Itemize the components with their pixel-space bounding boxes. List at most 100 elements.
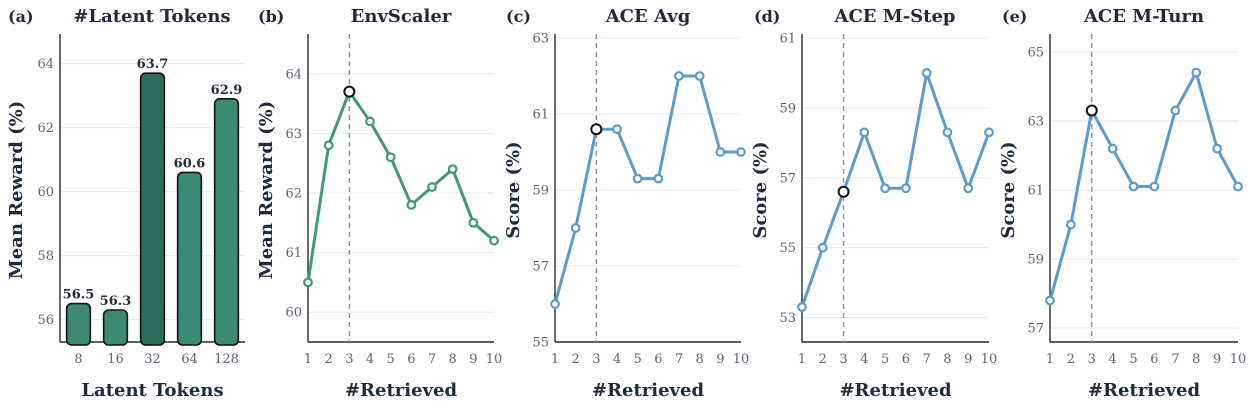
data-point xyxy=(385,152,396,163)
y-tick-label: 59 xyxy=(532,184,549,199)
x-tick-label: 6 xyxy=(1150,352,1158,367)
y-tick-label: 60 xyxy=(37,185,54,200)
y-tick-label: 63 xyxy=(1027,114,1044,129)
data-point xyxy=(797,302,807,312)
x-tick-label: 10 xyxy=(981,352,998,367)
y-tick-label: 53 xyxy=(779,311,796,326)
x-axis-label: #Retrieved xyxy=(592,380,704,401)
x-tick-label: 2 xyxy=(572,352,580,367)
data-point xyxy=(406,200,417,210)
y-tick-label: 61 xyxy=(532,108,549,123)
data-point xyxy=(612,124,622,135)
x-tick-label: 6 xyxy=(407,352,415,367)
x-tick-label: 9 xyxy=(469,352,477,367)
x-tick-label: 4 xyxy=(1109,352,1117,367)
x-tick-label: 5 xyxy=(881,352,889,367)
panel-label: (b) xyxy=(258,7,284,26)
y-tick-label: 61 xyxy=(779,32,796,47)
x-tick-label: 1 xyxy=(798,352,806,367)
y-tick-label: 63 xyxy=(532,32,549,47)
data-point xyxy=(1233,181,1243,192)
panel-label: (a) xyxy=(8,7,34,26)
highlight-point xyxy=(837,185,850,198)
panel-title: ACE M-Step xyxy=(833,6,955,27)
data-point xyxy=(570,223,581,233)
y-tick-label: 57 xyxy=(532,260,549,275)
x-tick-label: 8 xyxy=(943,352,951,367)
data-point xyxy=(1212,143,1223,154)
y-tick-label: 63 xyxy=(285,127,302,142)
y-tick-label: 55 xyxy=(779,241,796,256)
data-point xyxy=(674,71,684,81)
x-tick-label: 9 xyxy=(716,352,724,367)
x-axis-label: #Retrieved xyxy=(345,380,457,401)
data-point xyxy=(447,164,458,175)
data-point xyxy=(365,116,375,127)
y-tick-label: 62 xyxy=(37,121,54,136)
data-point xyxy=(900,183,911,194)
data-point xyxy=(984,127,994,138)
x-tick-label: 2 xyxy=(1067,352,1075,367)
data-point xyxy=(468,217,479,228)
x-axis-label: Latent Tokens xyxy=(81,380,223,401)
x-tick-label: 7 xyxy=(923,352,931,367)
panel-title: EnvScaler xyxy=(351,6,452,27)
data-point xyxy=(736,147,746,157)
x-tick-label: 2 xyxy=(819,352,827,367)
bar-value-label: 56.3 xyxy=(100,294,132,309)
x-tick-label: 8 xyxy=(74,352,82,367)
x-tick-label: 10 xyxy=(1230,352,1247,367)
bar xyxy=(213,98,240,346)
x-tick-label: 7 xyxy=(675,352,683,367)
data-point xyxy=(1149,181,1160,192)
y-tick-label: 57 xyxy=(1027,322,1044,337)
x-tick-label: 3 xyxy=(592,352,600,367)
x-tick-label: 1 xyxy=(1046,352,1054,367)
x-tick-label: 9 xyxy=(1213,352,1221,367)
x-tick-label: 7 xyxy=(1171,352,1179,367)
x-tick-label: 3 xyxy=(1088,352,1096,367)
y-axis-label: Score (%) xyxy=(503,141,524,238)
data-point xyxy=(632,173,643,184)
x-tick-label: 4 xyxy=(860,352,868,367)
data-point xyxy=(489,235,499,246)
data-point xyxy=(323,140,334,151)
y-axis-label: Mean Reward (%) xyxy=(256,101,277,279)
x-tick-label: 3 xyxy=(839,352,847,367)
x-tick-label: 64 xyxy=(181,352,198,367)
data-point xyxy=(427,182,437,192)
bar xyxy=(139,72,166,346)
panel-label: (e) xyxy=(1002,7,1027,26)
x-tick-label: 1 xyxy=(551,352,559,367)
data-point xyxy=(694,71,705,81)
data-point xyxy=(1128,181,1139,192)
panel-a: (a) #Latent Tokens 56 58 60 62 64 Latent Tokens… xyxy=(6,6,245,401)
x-axis-label: #Retrieved xyxy=(1088,380,1200,401)
x-tick-label: 5 xyxy=(634,352,642,367)
y-axis-label: Mean Reward (%) xyxy=(6,101,27,279)
data-point xyxy=(1170,105,1181,116)
y-tick-label: 58 xyxy=(37,249,54,264)
x-tick-label: 7 xyxy=(428,352,436,367)
panel-label: (d) xyxy=(754,7,780,26)
x-tick-label: 5 xyxy=(387,352,395,367)
data-point xyxy=(880,183,891,194)
x-tick-label: 128 xyxy=(214,352,239,367)
highlight-point xyxy=(590,123,603,136)
y-tick-label: 64 xyxy=(37,57,54,72)
y-tick-label: 65 xyxy=(1027,45,1044,60)
y-tick-label: 62 xyxy=(285,186,302,201)
data-point xyxy=(1107,143,1118,154)
data-point xyxy=(303,277,313,288)
highlight-point xyxy=(1085,104,1098,117)
x-tick-label: 16 xyxy=(107,352,124,367)
data-point xyxy=(859,127,870,138)
data-point xyxy=(1065,219,1076,230)
series-line xyxy=(553,74,741,305)
x-axis-label: #Retrieved xyxy=(839,380,951,401)
bar-value-label: 56.5 xyxy=(63,288,95,303)
bar-value-label: 62.9 xyxy=(211,83,243,98)
